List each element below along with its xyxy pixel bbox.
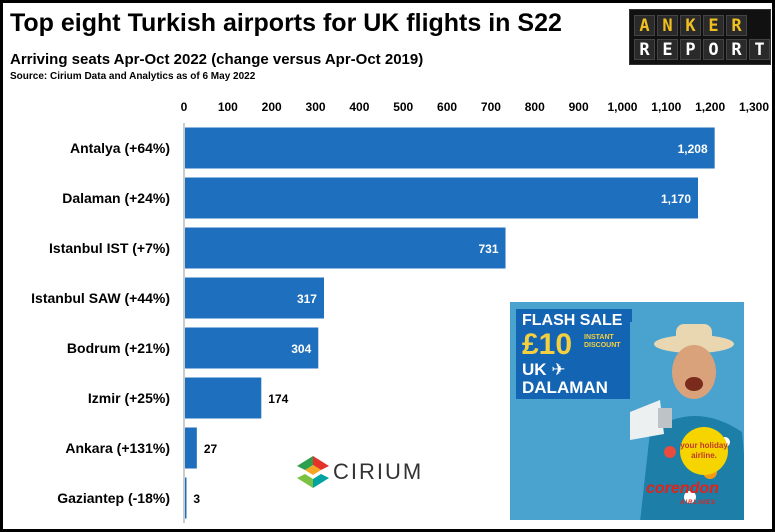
- corendon-wordmark: corendon: [646, 480, 719, 497]
- category-label: Istanbul SAW (+44%): [31, 290, 170, 306]
- x-tick-label: 1,200: [695, 100, 725, 114]
- logo-letter: R: [726, 39, 747, 60]
- ad-route-dalaman: DALAMAN: [522, 378, 608, 397]
- bar: [185, 227, 506, 269]
- x-tick-label: 1,000: [607, 100, 637, 114]
- bar: [185, 477, 187, 519]
- x-tick-label: 400: [349, 100, 369, 114]
- chart-subtitle: Arriving seats Apr-Oct 2022 (change vers…: [10, 51, 424, 68]
- x-tick-label: 600: [437, 100, 457, 114]
- category-label: Gaziantep (-18%): [57, 490, 170, 506]
- bar-chart: 0 100 200 300 400 500 600 700 800 900 1,000 1,100 1,…: [31, 100, 769, 523]
- corendon-logo: corendon AIRLINES: [628, 478, 738, 512]
- category-label: Antalya (+64%): [70, 140, 170, 156]
- category-label: Dalaman (+24%): [62, 190, 170, 206]
- value-label: 304: [291, 342, 311, 356]
- chart-source: Source: Cirium Data and Analytics as of …: [10, 71, 256, 82]
- category-label: Istanbul IST (+7%): [49, 240, 170, 256]
- category-label: Bodrum (+21%): [67, 340, 170, 356]
- logo-letter: P: [680, 39, 701, 60]
- cirium-mark-icon: [297, 456, 329, 488]
- x-tick-label: 300: [306, 100, 326, 114]
- chart-title: Top eight Turkish airports for UK flight…: [10, 9, 562, 37]
- bar: [185, 277, 324, 319]
- x-tick-label: 700: [481, 100, 501, 114]
- value-label: 27: [204, 442, 218, 456]
- corendon-airlines: AIRLINES: [680, 500, 717, 506]
- ad-route-uk: UK ✈: [522, 360, 566, 379]
- logo-letter: E: [703, 15, 724, 36]
- corendon-advert[interactable]: FLASH SALE £10 INSTANT DISCOUNT UK ✈ DAL…: [510, 302, 744, 520]
- x-tick-label: 500: [393, 100, 413, 114]
- logo-letter: O: [703, 39, 724, 60]
- value-label: 174: [268, 392, 288, 406]
- ad-sticker: your holiday airline.: [680, 427, 728, 475]
- x-tick-label: 0: [181, 100, 188, 114]
- bar: [185, 327, 319, 369]
- bar: [185, 127, 715, 169]
- bar: [185, 427, 197, 469]
- bar: [185, 177, 698, 219]
- cirium-wordmark: CIRIUM: [333, 459, 424, 484]
- x-tick-label: 100: [218, 100, 238, 114]
- logo-letter: R: [726, 15, 747, 36]
- logo-letter: N: [657, 15, 678, 36]
- category-label: Ankara (+131%): [65, 440, 170, 456]
- x-tick-label: 1,300: [739, 100, 769, 114]
- logo-letter: K: [680, 15, 701, 36]
- logo-letter: R: [634, 39, 655, 60]
- cirium-logo: CIRIUM: [295, 451, 425, 493]
- x-tick-label: 800: [525, 100, 545, 114]
- ad-price: £10: [522, 328, 573, 361]
- ad-flash-sale: FLASH SALE: [522, 312, 623, 329]
- ad-instant-discount: INSTANT DISCOUNT: [584, 334, 621, 349]
- x-tick-label: 900: [569, 100, 589, 114]
- value-label: 1,170: [661, 192, 691, 206]
- value-label: 3: [193, 492, 200, 506]
- ad-offer-panel: FLASH SALE £10 INSTANT DISCOUNT UK ✈ DAL…: [516, 309, 632, 399]
- x-tick-label: 200: [262, 100, 282, 114]
- value-label: 731: [478, 242, 498, 256]
- value-label: 317: [297, 292, 317, 306]
- logo-letter: E: [657, 39, 678, 60]
- x-tick-label: 1,100: [651, 100, 681, 114]
- category-label: Izmir (+25%): [88, 390, 170, 406]
- bar: [185, 377, 262, 419]
- logo-letter: A: [634, 15, 655, 36]
- value-label: 1,208: [678, 142, 708, 156]
- logo-letter: T: [749, 39, 770, 60]
